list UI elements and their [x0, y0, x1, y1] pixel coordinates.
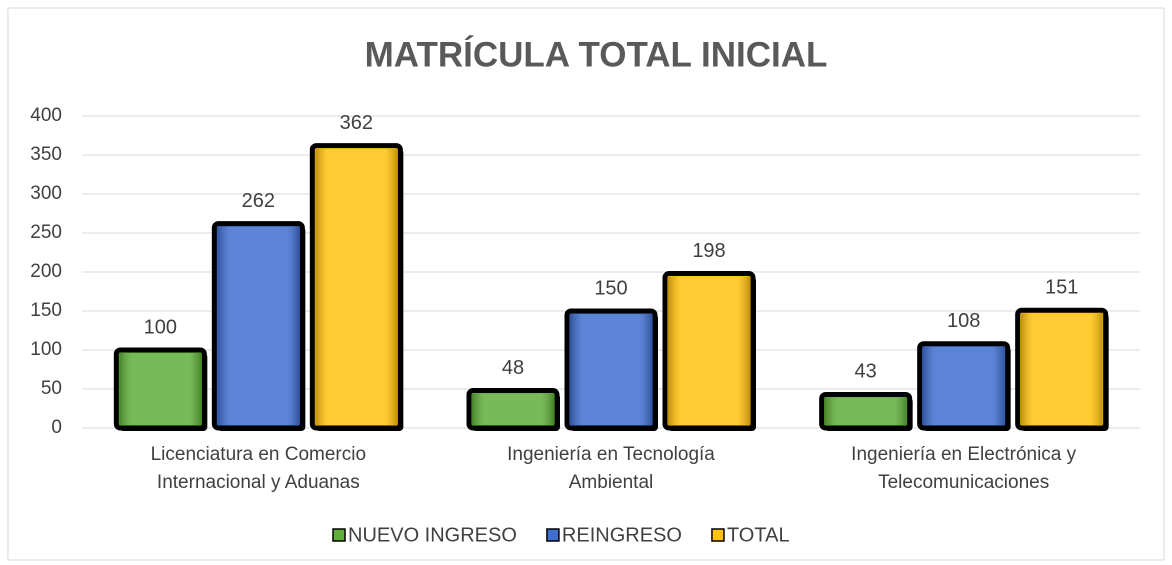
bar-shine — [119, 353, 202, 425]
legend-swatch — [332, 528, 346, 542]
bar-shine — [570, 314, 652, 425]
y-tick-label: 200 — [30, 261, 62, 282]
x-tick-line: Internacional y Aduanas — [157, 472, 360, 493]
legend-label: NUEVO INGRESO — [348, 524, 517, 546]
y-tick-label: 300 — [30, 183, 62, 204]
chart-frame — [7, 7, 1165, 561]
x-tick-label: Ingeniería en Electrónica y Telecomunicac… — [851, 444, 1076, 493]
bar-shine — [824, 397, 907, 425]
y-tick-label: 0 — [51, 417, 62, 438]
value-label: 43 — [855, 361, 877, 383]
value-label: 262 — [242, 190, 275, 212]
y-tick-label: 250 — [30, 222, 62, 243]
x-tick-line: Licenciatura en Comercio — [151, 444, 366, 465]
bar-shine — [315, 148, 398, 425]
x-tick-line: Ambiental — [569, 472, 654, 493]
bar-shine — [217, 226, 300, 425]
x-tick-label: Ingeniería en Tecnología Ambiental — [507, 444, 715, 493]
x-tick-line: Ingeniería en Electrónica y — [851, 444, 1076, 465]
y-tick-label: 100 — [30, 339, 62, 360]
legend-swatch — [546, 528, 560, 542]
bar-shine — [922, 346, 1005, 425]
value-label: 100 — [144, 316, 177, 338]
bar-shine — [1020, 313, 1103, 425]
x-tick-line: Telecomunicaciones — [878, 472, 1049, 493]
y-tick-label: 150 — [30, 300, 62, 321]
x-tick-label: Licenciatura en Comercio Internacional y … — [151, 444, 366, 493]
legend-label: TOTAL — [727, 524, 790, 546]
bar-shine — [668, 276, 750, 425]
value-label: 198 — [692, 240, 725, 262]
y-tick-label: 400 — [30, 105, 62, 126]
value-label: 108 — [947, 310, 980, 332]
value-label: 48 — [502, 357, 524, 379]
y-tick-label: 50 — [41, 378, 62, 399]
chart-title: MATRÍCULA TOTAL INICIAL — [365, 34, 828, 74]
x-tick-line: Ingeniería en Tecnología — [507, 444, 715, 465]
legend-label: REINGRESO — [562, 524, 682, 546]
bar-shine — [472, 393, 554, 425]
value-label: 150 — [594, 277, 627, 299]
value-label: 362 — [340, 112, 373, 134]
y-tick-label: 350 — [30, 144, 62, 165]
value-label: 151 — [1045, 277, 1078, 299]
legend-swatch — [711, 528, 725, 542]
